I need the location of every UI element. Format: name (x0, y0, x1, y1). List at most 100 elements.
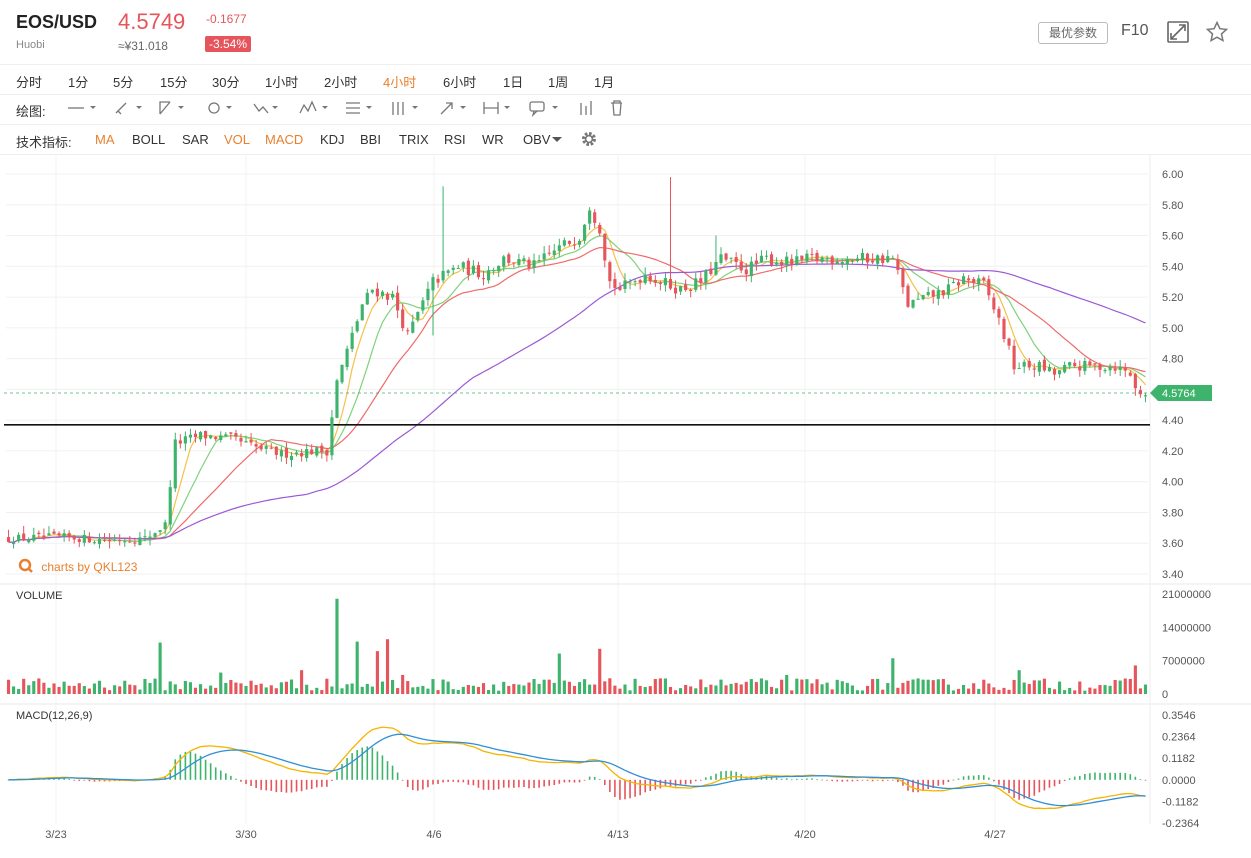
polyline-tool-icon[interactable] (253, 103, 278, 114)
period-tab[interactable]: 1分 (68, 75, 89, 90)
star-icon[interactable] (1205, 20, 1229, 44)
pattern-tool-icon[interactable] (299, 100, 328, 114)
period-tab[interactable]: 1小时 (265, 75, 299, 90)
f10-button[interactable]: F10 (1121, 22, 1149, 39)
macd-histogram-bar (230, 775, 232, 780)
candle-body (876, 255, 880, 264)
macd-histogram-bar (558, 779, 561, 784)
period-tab[interactable]: 1月 (594, 75, 615, 90)
pen-tool-icon[interactable] (115, 102, 142, 115)
period-tab[interactable]: 1日 (503, 75, 524, 90)
candle-body (673, 287, 678, 294)
bars-tool-icon[interactable] (580, 101, 592, 115)
volume-bar (163, 690, 167, 694)
optimal-params-button[interactable]: 最优参数 (1038, 22, 1108, 44)
macd-histogram-bar (629, 779, 631, 799)
volume-bar (451, 689, 455, 694)
period-tab[interactable]: 2小时 (324, 75, 358, 90)
period-tab[interactable]: 30分 (212, 75, 240, 90)
price-change: -0.1677 (206, 12, 247, 26)
candle-body (507, 254, 511, 263)
drawing-toolbar: 绘图: (0, 98, 1251, 120)
macd-histogram-bar (886, 779, 889, 781)
period-tab-active[interactable]: 4小时 (383, 75, 417, 90)
volume-bar (274, 688, 278, 694)
candle-body (1083, 360, 1087, 372)
macd-histogram-bar (391, 765, 394, 780)
indicator-sar[interactable]: SAR (182, 132, 209, 147)
indicator-boll[interactable]: BOLL (132, 132, 166, 147)
line-tool-icon[interactable] (68, 106, 96, 109)
chevron-down-icon[interactable] (551, 136, 563, 144)
candle-body (734, 257, 738, 263)
volume-bar (916, 678, 920, 694)
comment-tool-icon[interactable] (529, 101, 558, 118)
volume-bar (416, 686, 420, 694)
volume-bar (1042, 678, 1046, 694)
macd-histogram-bar (942, 779, 945, 785)
volume-bar (780, 679, 784, 694)
indicator-rsi[interactable]: RSI (444, 132, 466, 147)
channel-tool-icon[interactable] (392, 102, 418, 115)
chart-area[interactable]: 6.005.805.605.405.205.004.804.604.404.20… (0, 154, 1251, 854)
indicator-obv[interactable]: OBV (523, 132, 551, 147)
indicator-trix[interactable]: TRIX (399, 132, 429, 147)
period-tab[interactable]: 1周 (548, 75, 569, 90)
volume-bar (284, 681, 289, 694)
indicator-kdj[interactable]: KDJ (320, 132, 345, 147)
indicator-bbi[interactable]: BBI (360, 132, 381, 147)
volume-bar (956, 688, 961, 694)
indicator-macd[interactable]: MACD (265, 132, 304, 147)
volume-bar (87, 688, 91, 694)
volume-bar (188, 682, 193, 694)
macd-histogram-bar (1114, 773, 1116, 780)
indicator-ma[interactable]: MA (95, 132, 115, 147)
macd-histogram-bar (876, 779, 879, 781)
volume-bar (330, 686, 334, 694)
price-tick-label: 3.80 (1162, 507, 1183, 519)
macd-tick-label: 0.2364 (1162, 732, 1196, 744)
macd-histogram-bar (917, 779, 919, 793)
candle-body (370, 289, 374, 293)
macd-histogram-bar (588, 776, 591, 780)
macd-histogram-bar (993, 779, 995, 782)
measure-tool-icon[interactable] (483, 102, 510, 114)
macd-histogram-bar (245, 779, 247, 785)
candle-body (775, 262, 779, 265)
macd-histogram-bar (811, 778, 813, 780)
macd-histogram-bar (1073, 776, 1076, 780)
candle-body (52, 531, 56, 534)
macd-histogram-bar (1094, 772, 1096, 780)
macd-histogram-bar (856, 779, 859, 782)
volume-bar (345, 684, 349, 694)
macd-histogram-bar (609, 779, 611, 792)
period-tab[interactable]: 分时 (16, 75, 43, 90)
period-tab[interactable]: 5分 (113, 75, 134, 90)
indicator-wr[interactable]: WR (482, 132, 504, 147)
period-tab[interactable]: 15分 (160, 75, 188, 90)
volume-bar (219, 672, 223, 694)
volume-bar (183, 680, 187, 694)
fib-tool-icon[interactable] (346, 102, 372, 114)
candle-body (77, 539, 81, 543)
circle-tool-icon[interactable] (208, 102, 232, 114)
gear-icon[interactable] (580, 130, 598, 148)
candle-body (254, 444, 258, 447)
ma60-line (8, 263, 1146, 543)
volume-bar (279, 682, 283, 694)
indicator-vol[interactable]: VOL (224, 132, 251, 147)
candle-body (1027, 360, 1031, 368)
volume-bar (527, 682, 531, 694)
fullscreen-icon[interactable] (1166, 20, 1190, 44)
period-tab[interactable]: 6小时 (443, 75, 477, 90)
candle-body (72, 535, 76, 540)
arrow-tool-icon[interactable] (440, 102, 466, 115)
candle-body (249, 439, 253, 443)
candle-body (547, 252, 551, 254)
macd-histogram-bar (735, 771, 737, 780)
price-tick-label: 6.00 (1162, 169, 1183, 181)
candle-body (931, 290, 935, 297)
ray-tool-icon[interactable] (159, 101, 184, 115)
candle-body (527, 259, 531, 269)
trash-icon[interactable] (611, 100, 622, 116)
